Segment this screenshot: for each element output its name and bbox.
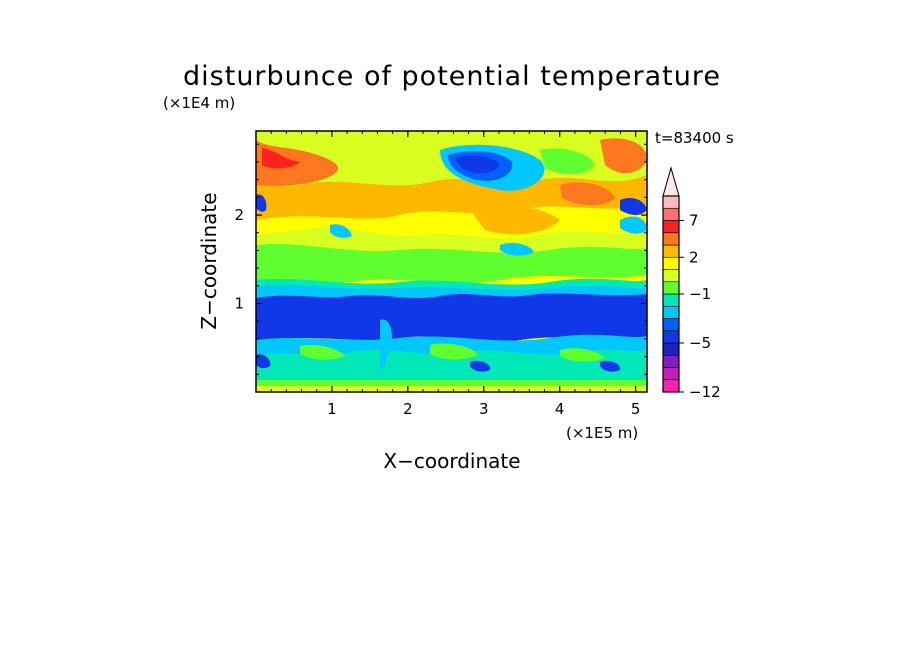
colorbar-extend-triangle: [662, 166, 680, 197]
colorbar-label: 2: [689, 248, 699, 266]
x-tick-label: 2: [403, 400, 413, 418]
plot-frame: [255, 130, 648, 393]
x-unit-label: (×1E5 m): [566, 424, 638, 442]
x-tick-label: 1: [327, 400, 337, 418]
colorbar-segment: [662, 195, 680, 209]
colorbar-label: −12: [689, 383, 721, 401]
x-axis-ticks: 1 2 3 4 5: [270, 131, 641, 418]
y-axis-label: Z−coordinate: [197, 192, 221, 329]
y-unit-label: (×1E4 m): [163, 94, 235, 112]
colorbar-segment: [662, 305, 680, 319]
colorbar-label: −5: [689, 334, 711, 352]
colorbar: −12−5−127: [662, 166, 721, 401]
chart-title: disturbunce of potential temperature: [183, 61, 721, 92]
x-tick-label: 5: [631, 400, 641, 418]
y-tick-label: 2: [234, 206, 244, 224]
x-tick-label: 4: [555, 400, 565, 418]
colorbar-segment: [662, 232, 680, 246]
heatmap-field: [256, 131, 647, 392]
colorbar-segment: [662, 220, 680, 234]
time-label: t=83400 s: [655, 129, 734, 147]
colorbar-segment: [662, 330, 680, 344]
x-tick-label: 3: [479, 400, 489, 418]
colorbar-segment: [662, 281, 680, 295]
y-axis-ticks: 12: [234, 143, 647, 375]
colorbar-segment: [662, 318, 680, 332]
colorbar-segment: [662, 244, 680, 258]
colorbar-segment: [662, 256, 680, 270]
colorbar-segment: [662, 379, 680, 393]
colorbar-segment: [662, 269, 680, 283]
y-tick-label: 1: [234, 295, 244, 313]
colorbar-label: 7: [689, 212, 699, 230]
colorbar-label: −1: [689, 285, 711, 303]
colorbar-segment: [662, 207, 680, 221]
colorbar-segment: [662, 293, 680, 307]
colorbar-segment: [662, 342, 680, 356]
colorbar-segment: [662, 367, 680, 381]
x-axis-label: X−coordinate: [383, 449, 520, 473]
colorbar-segment: [662, 354, 680, 368]
